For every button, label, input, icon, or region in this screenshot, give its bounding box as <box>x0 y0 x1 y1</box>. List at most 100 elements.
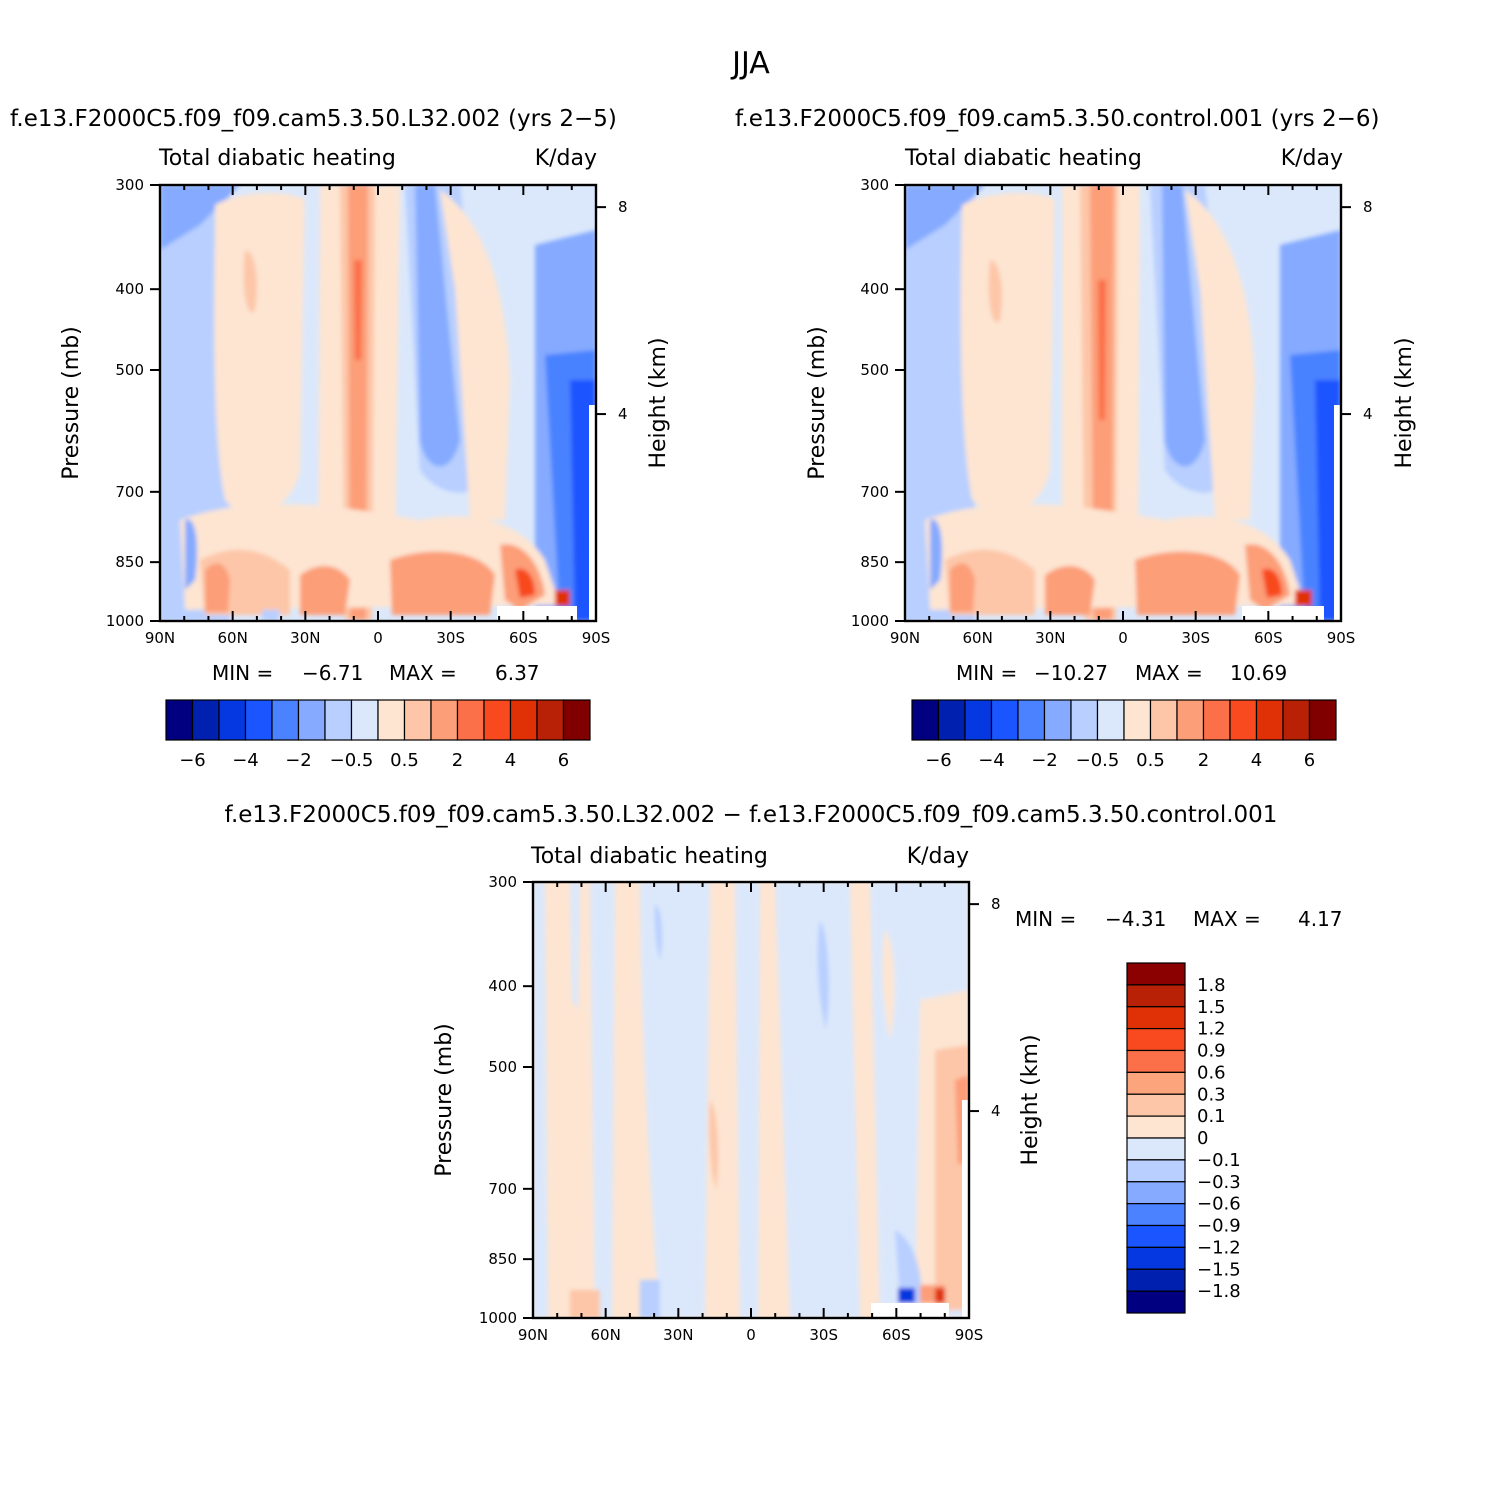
colorbar-label: −6 <box>179 750 206 771</box>
panel-b-colorbar: −6 −4 −2 −0.5 0.5 2 4 6 <box>911 699 1337 771</box>
colorbar-box <box>324 699 353 741</box>
y-tick-label: 500 <box>488 1058 517 1076</box>
colorbar-label: −2 <box>1031 750 1058 771</box>
colorbar-box <box>483 699 512 741</box>
colorbar-label: 4 <box>505 750 516 771</box>
colorbar-box <box>1126 1246 1186 1270</box>
colorbar-box <box>1126 1115 1186 1139</box>
colorbar-box <box>1126 1159 1186 1183</box>
colorbar-box <box>1126 1290 1186 1314</box>
panel-c-max-label: MAX = <box>1193 907 1261 931</box>
colorbar-box <box>1126 1268 1186 1292</box>
panel-a: Total diabatic heating K/day <box>59 146 671 771</box>
panel-b-max-value: 10.69 <box>1230 661 1287 685</box>
colorbar-label: 4 <box>1251 750 1262 771</box>
panel-a-right-label: K/day <box>535 146 597 171</box>
colorbar-label: 0.1 <box>1197 1106 1226 1127</box>
panel-a-title: f.e13.F2000C5.f09_f09.cam5.3.50.L32.002 … <box>10 106 617 132</box>
colorbar-box <box>964 699 993 741</box>
x-tick-label: 0 <box>746 1326 756 1344</box>
colorbar-box <box>1126 1181 1186 1205</box>
colorbar-box <box>1126 1049 1186 1073</box>
colorbar-label: −0.5 <box>330 750 374 771</box>
y-tick-label: 300 <box>860 176 889 194</box>
colorbar-box <box>536 699 565 741</box>
colorbar-box <box>1282 699 1311 741</box>
colorbar-box <box>456 699 485 741</box>
colorbar-label: −0.9 <box>1197 1216 1241 1237</box>
colorbar-box <box>1308 699 1337 741</box>
panel-c-left-label: Total diabatic heating <box>530 844 768 869</box>
y2-tick-label: 4 <box>1363 405 1373 423</box>
colorbar-label: 0.9 <box>1197 1041 1226 1062</box>
colorbar-label: 1.5 <box>1197 997 1226 1018</box>
y-tick-label: 1000 <box>851 612 889 630</box>
colorbar-box <box>1149 699 1178 741</box>
colorbar-box <box>1255 699 1284 741</box>
colorbar-box <box>1126 1006 1186 1030</box>
y-tick-label: 700 <box>860 483 889 501</box>
colorbar-box <box>1043 699 1072 741</box>
colorbar-box <box>562 699 591 741</box>
y-tick-label: 1000 <box>106 612 144 630</box>
panel-b-left-label: Total diabatic heating <box>904 146 1142 171</box>
panel-a-field <box>160 185 596 621</box>
panel-b-right-label: K/day <box>1281 146 1343 171</box>
colorbar-label: 6 <box>1304 750 1315 771</box>
panel-a-ylabel: Pressure (mb) <box>59 326 84 480</box>
y2-tick-label: 4 <box>618 405 628 423</box>
x-tick-label: 0 <box>1118 629 1128 647</box>
y-tick-label: 400 <box>860 280 889 298</box>
x-tick-label: 90N <box>890 629 920 647</box>
y-tick-label: 400 <box>115 280 144 298</box>
panel-a-min-value: −6.71 <box>302 661 363 685</box>
y2-tick-label: 8 <box>1363 198 1373 216</box>
colorbar-label: −1.2 <box>1197 1237 1241 1258</box>
panel-b-max-label: MAX = <box>1135 661 1203 685</box>
panel-c-min-label: MIN = <box>1015 907 1076 931</box>
x-tick-label: 30N <box>290 629 320 647</box>
x-tick-label: 60S <box>509 629 538 647</box>
colorbar-label: −0.6 <box>1197 1194 1241 1215</box>
y-tick-label: 850 <box>860 553 889 571</box>
colorbar-box <box>350 699 379 741</box>
panel-a-ticks: 90N 60N 30N 0 30S 60S 90S 300 400 500 700 850 1000 8 4 <box>106 176 628 647</box>
x-tick-label: 0 <box>373 629 383 647</box>
y-tick-label: 300 <box>115 176 144 194</box>
panel-a-max-value: 6.37 <box>495 661 540 685</box>
x-tick-label: 60S <box>882 1326 911 1344</box>
colorbar-box <box>509 699 538 741</box>
colorbar-box <box>1017 699 1046 741</box>
x-tick-label: 90N <box>518 1326 548 1344</box>
colorbar-box <box>1176 699 1205 741</box>
panel-c-title: f.e13.F2000C5.f09_f09.cam5.3.50.L32.002 … <box>225 802 1278 828</box>
colorbar-box <box>937 699 966 741</box>
x-tick-label: 60S <box>1254 629 1283 647</box>
panel-a-left-label: Total diabatic heating <box>158 146 396 171</box>
x-tick-label: 30S <box>436 629 465 647</box>
panel-c-colorbar: 1.81.51.20.90.60.30.10−0.1−0.3−0.6−0.9−1… <box>1126 962 1241 1314</box>
colorbar-label: 0.5 <box>1136 750 1165 771</box>
x-tick-label: 30N <box>1035 629 1065 647</box>
colorbar-label: −4 <box>232 750 259 771</box>
colorbar-box <box>1126 1224 1186 1248</box>
colorbar-box <box>1229 699 1258 741</box>
panel-b-field <box>905 185 1341 621</box>
y-tick-label: 850 <box>488 1250 517 1268</box>
colorbar-label: −1.5 <box>1197 1259 1241 1280</box>
colorbar-box <box>430 699 459 741</box>
colorbar-box <box>403 699 432 741</box>
panel-b: Total diabatic heating K/day <box>805 146 1417 771</box>
colorbar-label: 0.6 <box>1197 1062 1226 1083</box>
figure-title: JJA <box>730 46 770 81</box>
panel-c-min-value: −4.31 <box>1105 907 1166 931</box>
panel-c-field <box>533 882 969 1318</box>
panel-c-ylabel: Pressure (mb) <box>432 1023 457 1177</box>
colorbar-box <box>218 699 247 741</box>
colorbar-box <box>1070 699 1099 741</box>
colorbar-box <box>911 699 940 741</box>
colorbar-label: 1.8 <box>1197 975 1226 996</box>
colorbar-box <box>1096 699 1125 741</box>
colorbar-label: −0.3 <box>1197 1172 1241 1193</box>
